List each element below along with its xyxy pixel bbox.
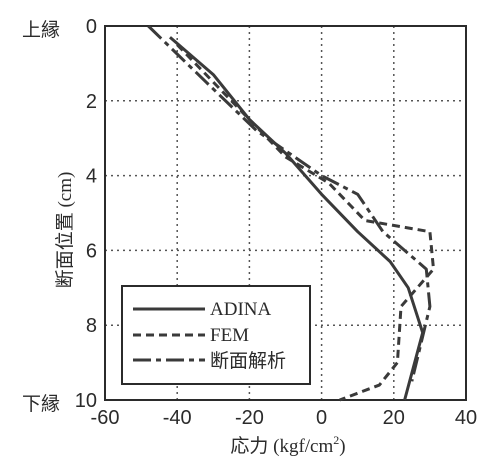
- x-tick-label-4: 20: [383, 407, 405, 429]
- legend: ADINA FEM 断面解析: [121, 285, 311, 385]
- legend-label-section: 断面解析: [210, 350, 286, 372]
- legend-label-adina: ADINA: [210, 299, 271, 320]
- top-edge-label: 上縁: [22, 19, 60, 41]
- legend-label-fem: FEM: [210, 325, 249, 346]
- x-tick-label-3: 0: [316, 407, 327, 429]
- series-layer: [147, 24, 436, 402]
- x-tick-label-1: -40: [163, 407, 192, 429]
- y-axis-label: 断面位置 (cm): [54, 172, 76, 289]
- plot-frame: [104, 25, 467, 401]
- x-axis-label: 応力 (kgf/cm2): [230, 433, 345, 457]
- bottom-edge-label: 下縁: [22, 393, 60, 415]
- y-tick-label-0: 0: [86, 16, 97, 38]
- x-tick-label-0: -60: [91, 407, 120, 429]
- x-axis-label-sup: 2: [333, 433, 339, 447]
- y-tick-label-3: 6: [86, 240, 97, 262]
- x-axis-label-close: ): [339, 436, 345, 457]
- x-tick-label-5: 40: [455, 407, 477, 429]
- y-tick-label-5: 10: [75, 390, 97, 412]
- y-tick-label-1: 2: [86, 91, 97, 113]
- y-tick-label-2: 4: [86, 166, 97, 188]
- tick-labels: -60 -40 -20 0 20 40 0 2 4 6 8 10: [75, 16, 477, 429]
- series-line-0: [168, 36, 425, 401]
- x-tick-label-2: -20: [235, 407, 264, 429]
- series-line-2: [147, 24, 432, 382]
- x-axis-label-main: 応力 (kgf/cm: [230, 435, 333, 457]
- y-tick-label-4: 8: [86, 315, 97, 337]
